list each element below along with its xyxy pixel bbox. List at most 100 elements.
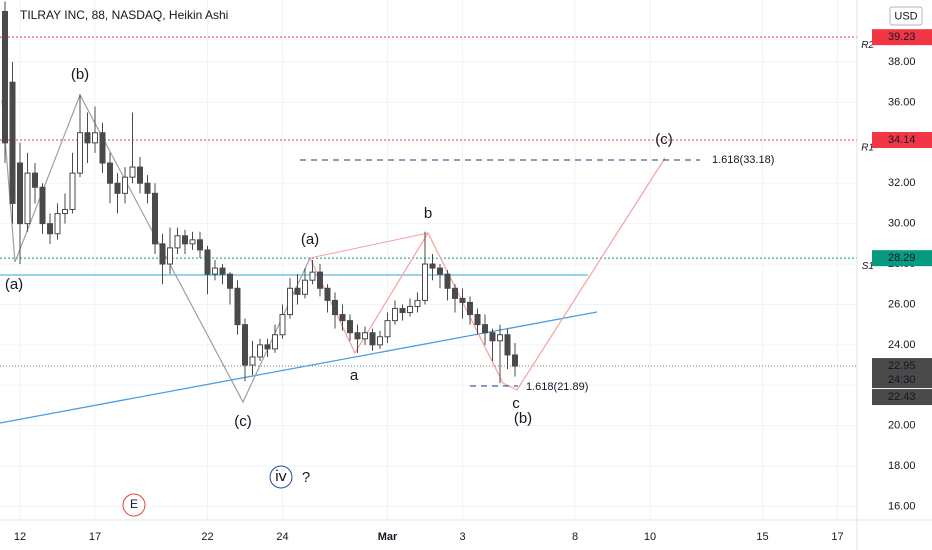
- x-tick-label: Mar: [378, 531, 398, 543]
- x-tick-label: 17: [831, 531, 843, 543]
- candle-body: [24, 172, 31, 225]
- candle-body: [189, 239, 196, 245]
- level-badge: [872, 250, 932, 267]
- candle-body: [129, 166, 136, 178]
- candle-body: [272, 334, 278, 350]
- candle-body: [227, 273, 233, 289]
- candle-body: [482, 324, 488, 334]
- wave-label: E: [130, 497, 138, 511]
- y-tick-label: 20.00: [888, 420, 916, 432]
- wave-label: (a): [301, 231, 319, 248]
- level-name: R2: [861, 40, 874, 51]
- candle-body: [399, 307, 406, 314]
- candle-body: [2, 11, 8, 144]
- wave-label: ⅳ: [275, 468, 287, 485]
- x-tick-label: 3: [459, 531, 465, 543]
- candle-body: [414, 299, 421, 307]
- y-tick-label: 38.00: [888, 56, 916, 68]
- candle-body: [144, 182, 151, 194]
- candle-body: [84, 132, 91, 144]
- wave-label: (a): [5, 276, 23, 293]
- candle-body: [392, 307, 398, 322]
- candle-body: [204, 249, 211, 275]
- y-tick-label: 16.00: [888, 500, 916, 512]
- candle-body: [279, 314, 286, 336]
- last-price: 22.95: [888, 360, 916, 372]
- candle-body: [47, 223, 53, 235]
- candle-body: [324, 287, 331, 301]
- fib-label: 1.618(33.18): [712, 154, 774, 166]
- candle-body: [54, 213, 61, 235]
- chart-title: TILRAY INC, 88, NASDAQ, Heikin Ashi: [20, 8, 228, 22]
- candle-body: [32, 172, 38, 188]
- x-tick-label: 24: [276, 531, 288, 543]
- circle: [269, 465, 293, 489]
- candle-body: [197, 239, 203, 251]
- wave-label: (c): [234, 413, 252, 430]
- candle-body: [384, 320, 391, 338]
- y-tick-label: 18.00: [888, 460, 916, 472]
- wave-line: [309, 157, 666, 391]
- candle-body: [354, 332, 361, 340]
- level-value: 39.23: [888, 31, 916, 43]
- candle-body: [249, 356, 256, 366]
- wave-label: (b): [71, 66, 89, 83]
- x-tick-label: 22: [201, 531, 213, 543]
- candle-body: [77, 132, 83, 174]
- candles: [2, 1, 518, 384]
- candle-body: [257, 344, 263, 358]
- wave-label: b: [424, 205, 432, 222]
- candle-body: [152, 192, 158, 245]
- trend-line: [0, 311, 598, 424]
- candle-body: [497, 334, 503, 342]
- last-price-badge: [872, 358, 932, 389]
- candle-body: [167, 247, 173, 265]
- day-low-badge: [872, 389, 932, 406]
- candle-body: [452, 287, 458, 299]
- candle-body: [122, 176, 128, 194]
- candle-body: [489, 332, 496, 342]
- candle-body: [362, 332, 368, 340]
- candle-body: [92, 132, 98, 144]
- candle-body: [429, 263, 436, 269]
- circle: [122, 493, 146, 517]
- candle-body: [17, 162, 23, 225]
- candle-body: [294, 287, 301, 295]
- candle-body: [422, 263, 428, 301]
- candle-body: [347, 320, 353, 334]
- wave-line: [309, 232, 429, 259]
- wave-label: (b): [514, 410, 532, 427]
- x-tick-label: 12: [14, 531, 26, 543]
- candle-body: [317, 271, 323, 289]
- candle-body: [219, 267, 226, 275]
- candle-body: [287, 287, 293, 316]
- y-tick-label: 30.00: [888, 218, 916, 230]
- level-badge: [872, 29, 932, 46]
- price-axis: [857, 0, 932, 550]
- candle-body: [242, 324, 248, 366]
- overlay: 16.0018.0020.0022.0024.0026.0028.0030.00…: [5, 29, 932, 543]
- candle-body: [377, 336, 383, 346]
- currency: USD: [894, 10, 917, 22]
- candle-body: [182, 235, 188, 245]
- candle-body: [39, 186, 46, 225]
- wave-label: c: [512, 395, 520, 412]
- candle-body: [264, 344, 271, 350]
- candle-body: [444, 273, 451, 289]
- candle-body: [467, 301, 473, 316]
- candle-body: [407, 305, 413, 314]
- candle-body: [459, 297, 466, 303]
- candle-body: [332, 299, 338, 316]
- candle-body: [302, 279, 308, 295]
- candle-body: [114, 182, 121, 194]
- candle-body: [437, 267, 443, 275]
- candle-body: [474, 314, 481, 326]
- currency-box: [889, 6, 923, 26]
- wave-label: a: [350, 367, 359, 384]
- y-tick-label: 36.00: [888, 96, 916, 108]
- y-tick-label: 24.00: [888, 339, 916, 351]
- wave-label: (c): [655, 131, 673, 148]
- candle-body: [504, 334, 511, 356]
- level-name: R1: [861, 143, 874, 154]
- candle-body: [174, 235, 181, 249]
